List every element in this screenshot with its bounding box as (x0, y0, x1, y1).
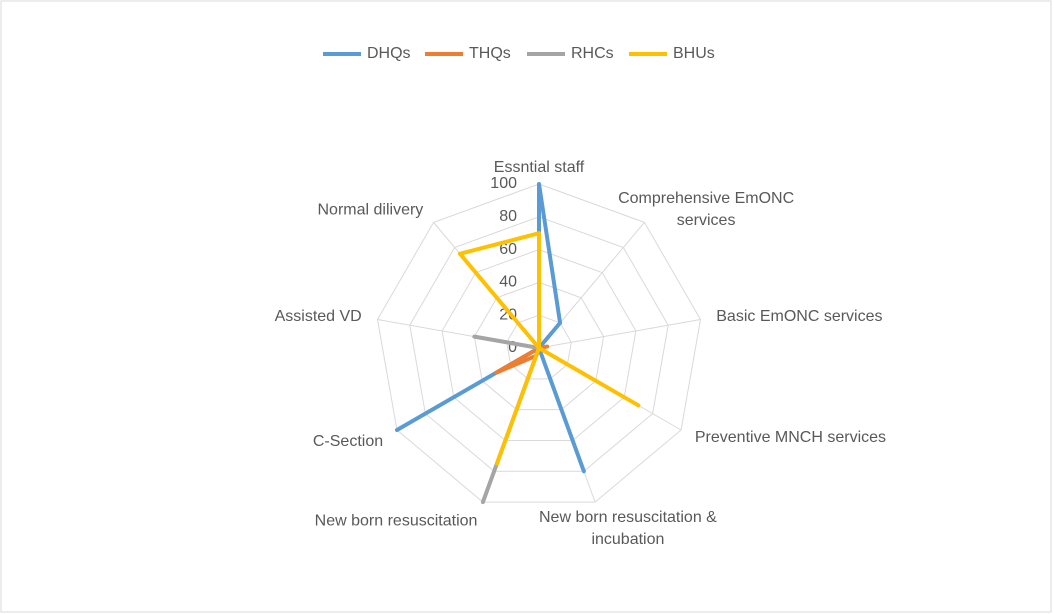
series-line (457, 231, 641, 466)
grid-ring (473, 281, 605, 411)
grid-ring (506, 314, 572, 380)
category-label: C-Section (313, 433, 383, 450)
category-label: New born resuscitation (315, 512, 478, 529)
category-label: Assisted VD (275, 308, 362, 325)
r-tick-label: 60 (499, 241, 517, 258)
legend-label: DHQs (367, 45, 411, 62)
legend-label: THQs (469, 45, 511, 62)
category-label: New born resuscitation & incubation (539, 509, 717, 548)
spoke (538, 319, 701, 349)
r-tick-label: 100 (490, 175, 517, 192)
category-label: Comprehensive EmONC services (618, 190, 794, 229)
r-tick-label: 40 (499, 274, 517, 291)
category-label: Normal dilivery (318, 201, 424, 218)
legend-label: BHUs (673, 45, 715, 62)
category-label: Basic EmONC services (716, 308, 882, 325)
category-label: Preventive MNCH services (695, 429, 886, 446)
legend-label: RHCs (571, 45, 614, 62)
grid-ring (441, 249, 637, 441)
r-tick-label: 80 (499, 208, 517, 225)
grid-ring (376, 183, 702, 503)
category-label: Essntial staff (494, 159, 585, 176)
grid-ring (409, 216, 669, 472)
r-tick-label: 0 (508, 339, 517, 356)
